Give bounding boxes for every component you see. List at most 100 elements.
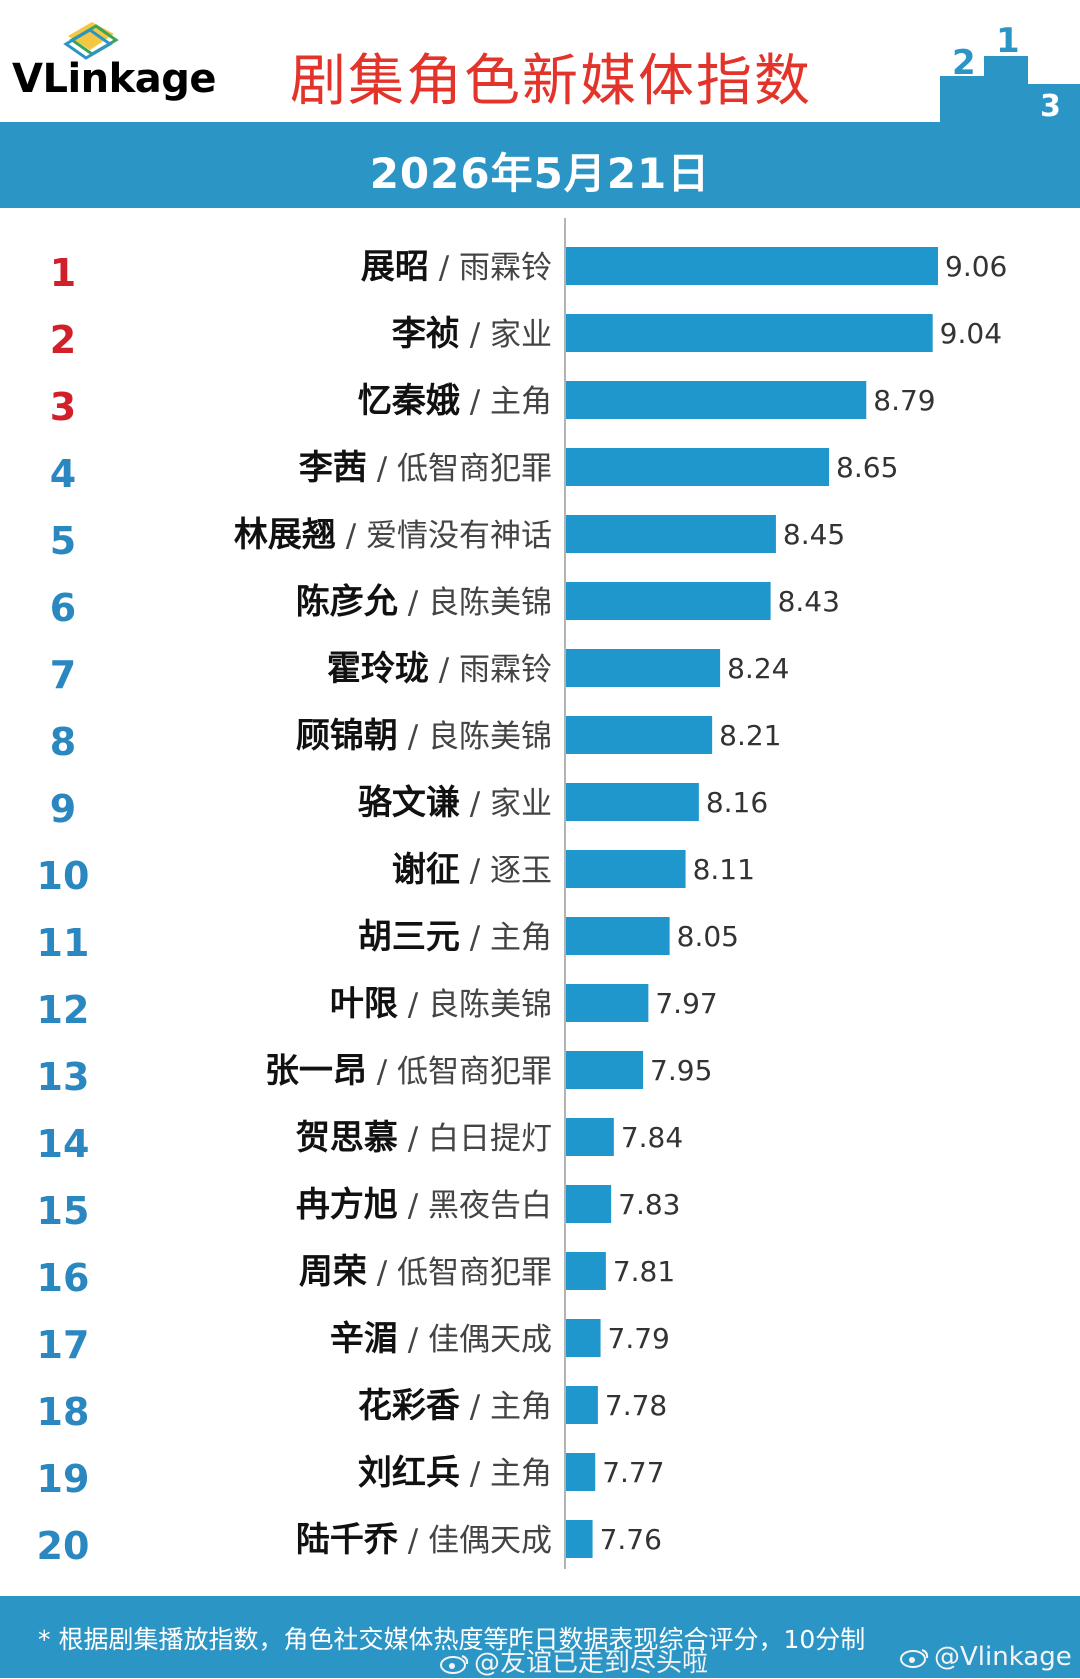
character-name: 李祯 <box>392 314 460 354</box>
bar-1 <box>566 247 938 285</box>
svg-text:3: 3 <box>1040 89 1061 122</box>
header: VLinkage 剧集角色新媒体指数 2 1 3 <box>0 0 1080 122</box>
bar-13 <box>566 1051 644 1089</box>
drama-name: / 良陈美锦 <box>398 987 552 1023</box>
drama-name: / 佳偶天成 <box>398 1322 552 1358</box>
category-label-10: 谢征 / 逐玉 <box>392 850 552 890</box>
bar-8 <box>566 716 713 754</box>
drama-name: / 爱情没有神话 <box>336 518 552 554</box>
logo-text: VLinkage <box>12 56 217 102</box>
bar-14 <box>566 1118 614 1156</box>
category-label-14: 贺思慕 / 白日提灯 <box>296 1118 552 1158</box>
value-label-15: 7.83 <box>618 1188 680 1221</box>
vlinkage-logo: VLinkage <box>12 18 242 108</box>
drama-name: / 逐玉 <box>460 853 552 889</box>
bar-18 <box>566 1386 598 1424</box>
weibo-icon <box>440 1655 469 1674</box>
drama-name: / 良陈美锦 <box>398 719 552 755</box>
character-name: 陆千乔 <box>296 1520 399 1560</box>
drama-name: / 低智商犯罪 <box>367 1054 552 1090</box>
character-name: 刘红兵 <box>358 1453 460 1493</box>
category-label-9: 骆文谦 / 家业 <box>358 783 552 823</box>
character-name: 展昭 <box>361 247 429 287</box>
bar-20 <box>566 1520 593 1558</box>
value-label-1: 9.06 <box>945 250 1007 283</box>
character-name: 陈彦允 <box>296 582 398 622</box>
character-name: 忆秦娥 <box>358 381 460 421</box>
value-label-7: 8.24 <box>727 652 789 685</box>
drama-name: / 佳偶天成 <box>398 1523 552 1559</box>
date-banner: 2026年5月21日 <box>0 122 1080 208</box>
chart-title: 剧集角色新媒体指数 <box>290 49 812 114</box>
rank-number-11: 11 <box>37 921 90 965</box>
bar-7 <box>566 649 721 687</box>
category-label-15: 冉方旭 / 黑夜告白 <box>296 1185 552 1225</box>
character-name: 谢征 <box>392 850 460 890</box>
character-name: 胡三元 <box>358 917 460 957</box>
drama-name: / 家业 <box>460 317 552 353</box>
value-label-19: 7.77 <box>602 1456 664 1489</box>
drama-name: / 白日提灯 <box>398 1121 552 1157</box>
value-label-16: 7.81 <box>613 1255 675 1288</box>
character-name: 辛湄 <box>330 1319 398 1359</box>
bar-5 <box>566 515 776 553</box>
weibo-icon <box>900 1649 929 1668</box>
bar-3 <box>566 381 867 419</box>
logo-mark-icon <box>63 22 119 60</box>
bar-15 <box>566 1185 612 1223</box>
svg-text:2: 2 <box>952 43 976 83</box>
bar-9 <box>566 783 699 821</box>
character-name: 霍玲珑 <box>327 649 429 689</box>
value-label-20: 7.76 <box>600 1523 662 1556</box>
rank-number-20: 20 <box>37 1524 90 1568</box>
value-label-17: 7.79 <box>608 1322 670 1355</box>
rank-number-7: 7 <box>50 653 76 697</box>
rank-number-13: 13 <box>37 1055 90 1099</box>
weibo-watermark-user: @友谊已走到尽头啦 <box>440 1642 708 1679</box>
category-label-16: 周荣 / 低智商犯罪 <box>299 1252 552 1292</box>
category-label-2: 李祯 / 家业 <box>392 314 552 354</box>
rank-number-4: 4 <box>50 452 76 496</box>
value-label-3: 8.79 <box>873 384 935 417</box>
character-name: 叶限 <box>330 984 398 1024</box>
category-label-12: 叶限 / 良陈美锦 <box>330 984 552 1024</box>
drama-name: / 良陈美锦 <box>398 585 552 621</box>
rank-number-2: 2 <box>50 318 76 362</box>
rank-number-18: 18 <box>37 1390 90 1434</box>
drama-name: / 家业 <box>460 786 552 822</box>
ranking-bar-chart: 1 展昭 / 雨霖铃 9.06 2 李祯 / 家业 9.04 3 忆秦娥 / 主角 8.79 4 李… <box>37 218 1007 1569</box>
rank-number-9: 9 <box>50 787 76 831</box>
value-label-12: 7.97 <box>655 987 717 1020</box>
watermark-brand-text: @Vlinkage <box>934 1642 1072 1672</box>
rank-number-14: 14 <box>37 1122 90 1166</box>
value-label-18: 7.78 <box>605 1389 667 1422</box>
rank-number-17: 17 <box>37 1323 90 1367</box>
character-name: 张一昂 <box>265 1051 367 1091</box>
bar-11 <box>566 917 670 955</box>
footer-banner: * 根据剧集播放指数，角色社交媒体热度等昨日数据表现综合评分，10分制 @友谊已… <box>0 1596 1080 1678</box>
category-label-7: 霍玲珑 / 雨霖铃 <box>327 649 552 689</box>
rank-number-5: 5 <box>50 519 76 563</box>
bar-19 <box>566 1453 596 1491</box>
rank-number-19: 19 <box>37 1457 90 1501</box>
drama-name: / 主角 <box>460 384 552 420</box>
value-label-10: 8.11 <box>693 853 755 886</box>
character-name: 冉方旭 <box>296 1185 398 1225</box>
character-name: 周荣 <box>299 1252 367 1292</box>
category-label-1: 展昭 / 雨霖铃 <box>361 247 552 287</box>
category-label-18: 花彩香 / 主角 <box>358 1386 552 1426</box>
drama-name: / 雨霖铃 <box>429 652 552 688</box>
value-label-2: 9.04 <box>940 317 1002 350</box>
value-label-13: 7.95 <box>650 1054 712 1087</box>
drama-name: / 主角 <box>460 920 552 956</box>
category-label-19: 刘红兵 / 主角 <box>358 1453 552 1493</box>
drama-name: / 低智商犯罪 <box>367 451 552 487</box>
value-label-8: 8.21 <box>719 719 781 752</box>
category-label-20: 陆千乔 / 佳偶天成 <box>296 1520 552 1560</box>
value-label-11: 8.05 <box>677 920 739 953</box>
rank-number-16: 16 <box>37 1256 90 1300</box>
date-label: 2026年5月21日 <box>369 149 711 198</box>
bar-4 <box>566 448 830 486</box>
weibo-watermark-brand: @Vlinkage <box>900 1642 1072 1672</box>
drama-name: / 主角 <box>460 1456 552 1492</box>
